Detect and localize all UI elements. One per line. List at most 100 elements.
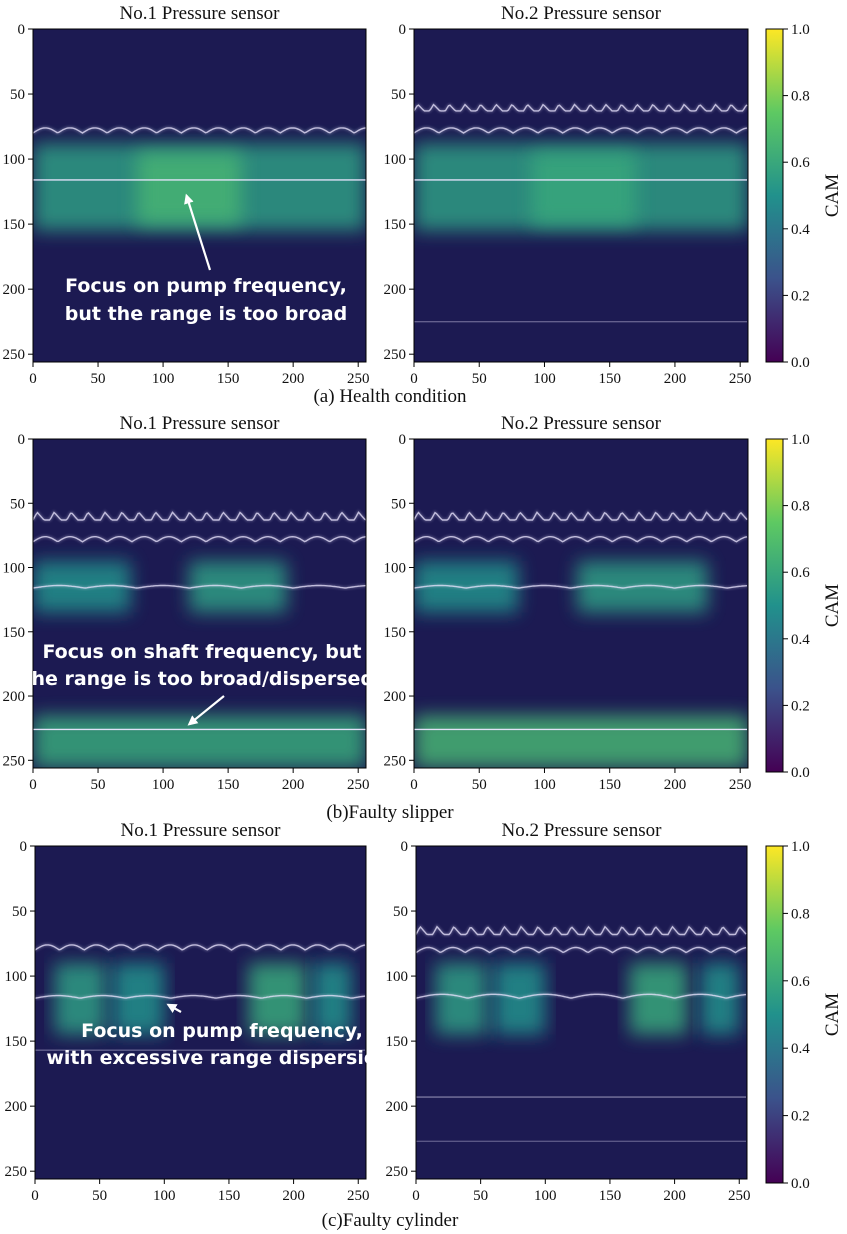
annotation: Focus on shaft frequency, but the range i… (22, 641, 382, 726)
ridge-line (416, 946, 747, 954)
y-tick-label: 150 (386, 1034, 409, 1050)
heatmap-area (33, 29, 366, 362)
colorbar-tick-label: 0.0 (791, 1176, 810, 1192)
colorbar-tick-label: 0.0 (791, 355, 810, 371)
colorbar-tick-label: 0.2 (791, 1109, 810, 1125)
x-tick-label: 50 (473, 1188, 488, 1204)
x-tick-label: 200 (282, 777, 305, 793)
y-tick-label: 50 (391, 87, 406, 103)
figure-caption: (c)Faulty cylinder (322, 1210, 459, 1231)
annotation-text: but the range is too broad (65, 303, 347, 325)
ridge-line (414, 511, 748, 521)
y-tick-label: 50 (393, 904, 408, 920)
colorbar-tick-label: 0.6 (791, 974, 810, 990)
ridge-line (33, 511, 366, 521)
heatmap-area (33, 439, 366, 768)
annotation-text: Focus on pump frequency, (81, 1020, 363, 1042)
panel-title: No.2 Pressure sensor (501, 413, 662, 434)
x-tick-label: 100 (153, 1188, 176, 1204)
y-tick-label: 0 (18, 432, 26, 448)
x-tick-label: 250 (347, 777, 370, 793)
plot-frame (415, 845, 748, 1180)
panel-title: No.2 Pressure sensor (502, 820, 663, 841)
ridge-line (416, 925, 747, 936)
y-tick-label: 50 (391, 496, 406, 512)
x-tick-label: 200 (663, 1188, 686, 1204)
activation-band (700, 963, 740, 1035)
ridge-line (33, 584, 366, 589)
x-tick-label: 100 (152, 371, 175, 387)
activation-band (629, 963, 688, 1035)
colorbar-tick-label: 0.0 (791, 765, 810, 781)
x-tick-label: 250 (347, 1188, 370, 1204)
x-tick-label: 250 (729, 777, 752, 793)
y-tick-label: 100 (386, 969, 409, 985)
colorbar-tick-label: 0.2 (791, 698, 810, 714)
x-tick-label: 0 (29, 371, 37, 387)
x-tick-label: 0 (410, 371, 418, 387)
y-tick-label: 0 (401, 839, 409, 855)
ridge-line (33, 127, 366, 134)
colorbar-tick-label: 0.4 (791, 222, 810, 238)
y-tick-label: 50 (10, 87, 25, 103)
heatmap-area (35, 846, 366, 1179)
y-tick-label: 100 (5, 969, 28, 985)
x-tick-label: 100 (533, 371, 556, 387)
y-tick-label: 200 (3, 689, 26, 705)
x-tick-label: 50 (91, 371, 106, 387)
y-tick-label: 250 (384, 347, 407, 363)
colorbar-tick-label: 0.4 (791, 1041, 810, 1057)
annotation-arrow (184, 193, 212, 271)
x-tick-label: 50 (472, 371, 487, 387)
ridge-line (33, 535, 366, 543)
activation-band (312, 963, 352, 1035)
annotation-arrow (187, 695, 225, 726)
y-tick-label: 150 (384, 625, 407, 641)
panel-title: No.1 Pressure sensor (120, 413, 281, 434)
y-tick-label: 200 (3, 282, 26, 298)
annotation: Focus on pump frequency, with excessive r… (46, 1003, 398, 1069)
x-tick-label: 200 (664, 371, 687, 387)
colorbar-gradient (765, 438, 784, 773)
ridge-line (414, 535, 748, 543)
plot-frame (32, 438, 367, 769)
y-tick-label: 200 (5, 1099, 28, 1115)
y-tick-label: 200 (386, 1099, 409, 1115)
colorbar: 0.0 0.2 0.4 0.6 0.8 1.0 CAM (765, 432, 843, 781)
ridge-line (416, 993, 747, 999)
colorbar-tick-label: 0.8 (791, 906, 810, 922)
activation-band (414, 715, 748, 768)
ridge-line (414, 127, 748, 134)
x-tick-label: 50 (91, 777, 106, 793)
x-tick-label: 150 (598, 371, 621, 387)
y-tick-label: 250 (3, 753, 26, 769)
annotation-text: the range is too broad/dispersed; (22, 668, 381, 690)
colorbar-label: CAM (822, 584, 843, 627)
x-tick-label: 0 (29, 777, 37, 793)
annotation-arrow (166, 1003, 182, 1013)
x-tick-label: 100 (152, 777, 175, 793)
heatmap-area (414, 439, 748, 768)
annotation-text: Focus on pump frequency, (65, 275, 347, 297)
figure-caption: (a) Health condition (313, 386, 467, 407)
y-tick-label: 200 (384, 282, 407, 298)
activation-band (435, 963, 488, 1035)
x-tick-label: 250 (347, 371, 370, 387)
colorbar-tick-label: 0.6 (791, 565, 810, 581)
panel-title: No.2 Pressure sensor (501, 3, 662, 24)
colorbar-label: CAM (822, 993, 843, 1036)
y-tick-label: 150 (3, 625, 26, 641)
y-tick-label: 100 (384, 152, 407, 168)
colorbar-gradient (765, 28, 784, 363)
x-tick-label: 150 (218, 1188, 241, 1204)
x-tick-label: 100 (533, 777, 556, 793)
x-tick-label: 250 (729, 371, 752, 387)
